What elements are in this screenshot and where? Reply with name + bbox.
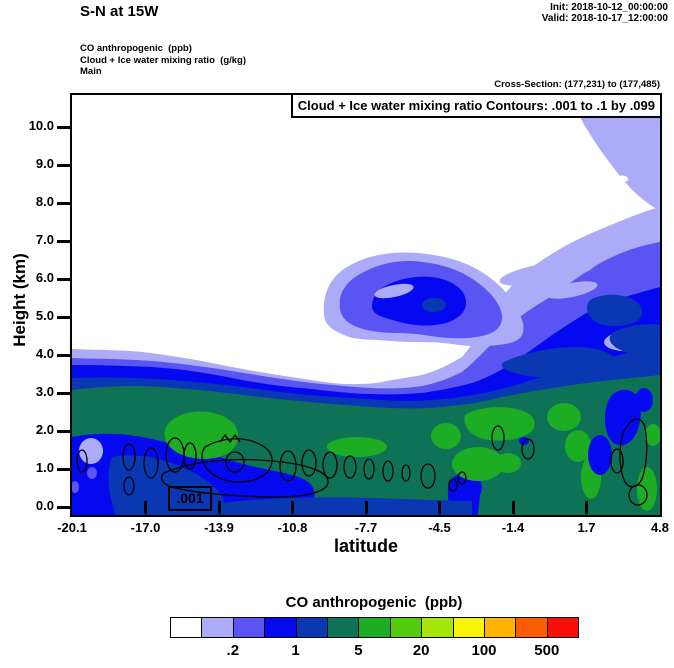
bottomleft-purple-dot-2 — [72, 481, 79, 493]
bottomleft-darkblue-core — [108, 455, 224, 515]
y-axis-tick-mark — [57, 125, 70, 129]
x-axis-tick-label: -4.5 — [428, 520, 451, 535]
y-axis-tick-mark — [57, 353, 70, 357]
contour-field-name: Cloud + Ice water mixing ratio (g/kg) — [80, 54, 247, 66]
colorbar-cell — [327, 617, 360, 638]
x-axis-tick-label: -17.0 — [130, 520, 161, 535]
x-axis-tick-mark — [438, 501, 441, 514]
x-axis-tick-mark — [144, 501, 147, 514]
x-axis-title: latitude — [333, 536, 398, 556]
plot-area: Cloud + Ice water mixing ratio Contours:… — [70, 93, 662, 517]
colorbar-cell — [484, 617, 517, 638]
colorbar-cell — [264, 617, 297, 638]
y-axis-tick-mark — [57, 315, 70, 319]
colorbar-cell — [232, 617, 266, 638]
colorbar-cell — [201, 617, 234, 638]
right-lavender-finger-1 — [499, 260, 595, 286]
colorbar-tick-label: 1 — [291, 642, 300, 659]
y-axis-tick-mark — [57, 467, 70, 471]
y-axis-tick-label: 7.0 — [35, 232, 54, 247]
teal-blue-pocket-1 — [605, 389, 641, 446]
y-axis-tick-label: 8.0 — [35, 194, 54, 209]
x-axis-tick-label: -1.4 — [501, 520, 525, 535]
bottomleft-lavender-patch — [79, 438, 103, 464]
y-axis-tick-mark — [57, 429, 70, 433]
x-axis-tick-mark — [217, 501, 221, 514]
green-patch-5 — [464, 407, 535, 441]
grid-name: Main — [80, 66, 102, 77]
y-axis-tick-label: 10.0 — [28, 118, 54, 133]
green-patch-4 — [452, 447, 504, 481]
x-axis-tick-mark — [364, 501, 368, 514]
y-axis-tick-label: 0.0 — [35, 498, 54, 513]
page-title: S-N at 15W — [80, 3, 159, 20]
valid-time: Valid: 2018-10-17_12:00:00 — [541, 13, 668, 24]
right-darkblue-core-2 — [609, 324, 660, 357]
x-axis-tick-mark — [511, 501, 515, 514]
init-time: Init: 2018-10-12_00:00:00 — [550, 2, 668, 13]
green-patch-11 — [645, 424, 660, 446]
colorbar-tick-label: 500 — [534, 642, 560, 659]
right-lavender-finger-2 — [546, 281, 598, 299]
green-patch-3 — [431, 423, 461, 449]
y-axis-tick-mark — [57, 505, 70, 509]
x-axis-tick-label: -20.1 — [57, 520, 87, 535]
colorbar-cell — [358, 617, 391, 638]
green-patch-6 — [495, 453, 521, 473]
colorbar-cell — [546, 617, 580, 638]
y-axis-tick-mark — [57, 239, 70, 243]
wedge-white-hole — [616, 175, 628, 183]
y-axis-tick-label: 5.0 — [35, 308, 54, 323]
y-axis-tick-mark — [57, 391, 70, 395]
colorbar-cell — [421, 617, 454, 638]
green-patch-2 — [327, 437, 387, 457]
colorbar-tick-label: 100 — [471, 642, 497, 659]
y-axis-tick-label: 9.0 — [35, 156, 54, 171]
teal-blue-pocket-3 — [635, 388, 653, 412]
y-axis-tick-label: 2.0 — [35, 422, 54, 437]
colorbar-tick-label: 5 — [354, 642, 363, 659]
x-axis-tick-label: -13.9 — [204, 520, 234, 535]
right-darkblue-core-1 — [586, 294, 642, 327]
cross-section-label: Cross-Section: (177,231) to (177,485) — [494, 79, 660, 90]
green-patch-7 — [547, 403, 581, 431]
colorbar-cell — [170, 617, 203, 638]
co-topright-wedge — [570, 95, 660, 211]
x-axis-tick-label: -7.7 — [354, 520, 378, 535]
y-axis-tick-label: 1.0 — [35, 460, 54, 475]
bottom-darkblue-strip — [220, 497, 472, 515]
colorbar-cell — [515, 617, 548, 638]
colorbar-title: CO anthropogenic (ppb) — [285, 594, 463, 611]
contour-plot-svg — [72, 95, 660, 515]
y-axis-tick-mark — [57, 201, 70, 205]
colorbar-tick-label: .2 — [226, 642, 240, 659]
fill-field-name: CO anthropogenic (ppb) — [80, 43, 192, 54]
teal-blue-pocket-2 — [588, 435, 612, 475]
x-axis-tick-label: 4.8 — [650, 520, 670, 535]
x-axis-tick-label: -10.8 — [277, 520, 308, 535]
colorbar-tick-label: 20 — [412, 642, 430, 659]
midblob-lavender-finger — [374, 283, 414, 299]
y-axis-tick-mark — [57, 163, 70, 167]
x-axis-tick-mark — [585, 501, 588, 514]
field-info: CO anthropogenic (ppb) Cloud + Ice water… — [80, 43, 246, 78]
colorbar-cell — [389, 617, 423, 638]
run-info: Init: 2018-10-12_00:00:00 Valid: 2018-10… — [542, 2, 668, 24]
colorbar-cell — [452, 617, 485, 638]
y-axis-tick-label: 6.0 — [35, 270, 54, 285]
bottomleft-purple-dot-1 — [87, 467, 97, 479]
colorbar-cell — [295, 617, 328, 638]
y-axis-tick-label: 3.0 — [35, 384, 54, 399]
y-axis-tick-mark — [57, 277, 70, 281]
green-patch-8 — [565, 430, 591, 462]
x-axis-tick-mark — [291, 501, 294, 514]
midblob-darkblue-core — [422, 298, 446, 312]
x-axis-tick-label: 1.7 — [577, 520, 596, 535]
right-darkblue-core-3 — [501, 347, 618, 378]
contour-info-box: Cloud + Ice water mixing ratio Contours:… — [290, 93, 662, 118]
y-axis-tick-label: 4.0 — [35, 346, 54, 361]
contour-value-label: .001 — [168, 486, 212, 511]
